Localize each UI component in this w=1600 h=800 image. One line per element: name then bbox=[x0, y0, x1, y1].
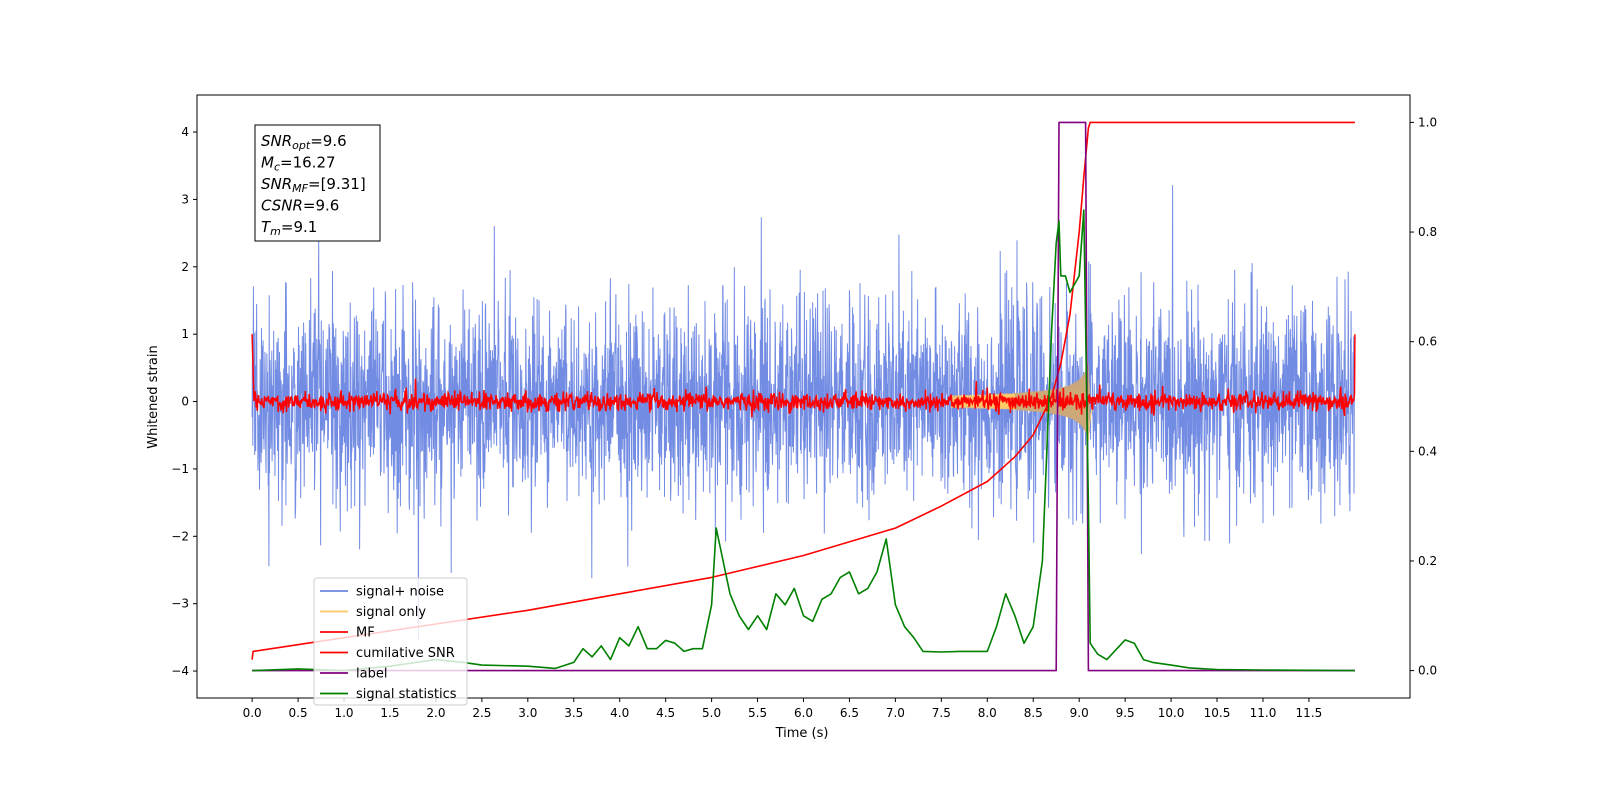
y-tick-label: 4 bbox=[181, 125, 189, 139]
x-tick-label: 6.5 bbox=[840, 706, 859, 720]
annotation-line: Mc=16.27 bbox=[261, 154, 336, 174]
annotation-box: SNRopt=9.6Mc=16.27SNRMF=[9.31]CSNR=9.6Tm… bbox=[254, 124, 381, 242]
annotation-subscript: c bbox=[274, 161, 280, 174]
y-tick-label: 2 bbox=[181, 260, 189, 274]
annotation-value: =9.1 bbox=[281, 218, 317, 236]
legend-label: signal only bbox=[356, 605, 426, 620]
x-tick-label: 10.0 bbox=[1158, 706, 1185, 720]
y2-tick-label: 1.0 bbox=[1418, 115, 1437, 129]
x-tick-label: 8.5 bbox=[1024, 706, 1043, 720]
annotation-line: Tm=9.1 bbox=[261, 218, 317, 238]
x-tick-label: 0.5 bbox=[289, 706, 308, 720]
y-tick-label: −3 bbox=[171, 597, 189, 611]
annotation-line: SNRMF=[9.31] bbox=[261, 175, 366, 195]
y2-tick-label: 0.8 bbox=[1418, 225, 1437, 239]
series-mf bbox=[251, 334, 1356, 418]
x-tick-label: 11.5 bbox=[1296, 706, 1323, 720]
x-tick-label: 2.0 bbox=[426, 706, 445, 720]
series-signal-noise bbox=[251, 185, 1356, 640]
x-tick-label: 5.5 bbox=[748, 706, 767, 720]
y-tick-label: −1 bbox=[171, 462, 189, 476]
annotation-subscript: opt bbox=[292, 139, 311, 152]
x-tick-label: 9.0 bbox=[1070, 706, 1089, 720]
annotation-frame bbox=[254, 124, 381, 242]
y2-tick-label: 0.4 bbox=[1418, 444, 1437, 458]
annotation-value: =9.6 bbox=[303, 197, 339, 215]
annotation-subscript: m bbox=[270, 225, 281, 238]
annotation-symbol: SNR bbox=[261, 175, 292, 193]
x-tick-label: 6.0 bbox=[794, 706, 813, 720]
x-tick-label: 2.5 bbox=[472, 706, 491, 720]
y2-tick-label: 0.0 bbox=[1418, 664, 1437, 678]
legend-frame bbox=[313, 577, 468, 706]
x-tick-label: 4.5 bbox=[656, 706, 675, 720]
y-axis-label: Whitened strain bbox=[146, 345, 161, 448]
y-tick-label: 1 bbox=[181, 327, 189, 341]
x-tick-label: 7.5 bbox=[932, 706, 951, 720]
y2-tick-label: 0.2 bbox=[1418, 554, 1437, 568]
x-tick-label: 7.0 bbox=[886, 706, 905, 720]
series-signal-statistics bbox=[252, 209, 1355, 672]
annotation-symbol: CSNR bbox=[261, 197, 303, 215]
annotation-line: SNRopt=9.6 bbox=[261, 132, 347, 152]
legend-label: cumilative SNR bbox=[356, 646, 455, 661]
legend-label: signal statistics bbox=[356, 687, 457, 702]
x-tick-label: 11.0 bbox=[1250, 706, 1277, 720]
annotation-value: =[9.31] bbox=[308, 175, 366, 193]
y2-tick-label: 0.6 bbox=[1418, 335, 1437, 349]
annotation-symbol: T bbox=[261, 218, 272, 236]
x-tick-label: 0.0 bbox=[243, 706, 262, 720]
y-tick-label: 3 bbox=[181, 192, 189, 206]
x-tick-label: 8.0 bbox=[978, 706, 997, 720]
x-tick-label: 1.5 bbox=[380, 706, 399, 720]
legend-label: signal+ noise bbox=[356, 585, 444, 600]
annotation-value: =9.6 bbox=[310, 132, 346, 150]
annotation-line: CSNR=9.6 bbox=[261, 197, 339, 215]
annotation-symbol: M bbox=[261, 154, 274, 172]
legend-label: label bbox=[356, 667, 387, 682]
x-tick-label: 3.5 bbox=[564, 706, 583, 720]
x-axis-label: Time (s) bbox=[775, 726, 829, 741]
x-tick-label: 4.0 bbox=[610, 706, 629, 720]
series-label bbox=[252, 121, 1355, 672]
x-tick-label: 5.0 bbox=[702, 706, 721, 720]
annotation-value: =16.27 bbox=[280, 154, 336, 172]
legend: signal+ noise signal only MF cumilative SNR… bbox=[313, 577, 468, 706]
y-tick-label: −4 bbox=[171, 664, 189, 678]
x-tick-label: 9.5 bbox=[1116, 706, 1135, 720]
annotation-symbol: SNR bbox=[261, 132, 292, 150]
y-tick-label: −2 bbox=[171, 529, 189, 543]
x-tick-label: 10.5 bbox=[1204, 706, 1231, 720]
annotation-subscript: MF bbox=[292, 182, 308, 195]
x-tick-label: 3.0 bbox=[518, 706, 537, 720]
y-tick-label: 0 bbox=[181, 395, 189, 409]
legend-label: MF bbox=[356, 626, 375, 641]
x-tick-label: 1.0 bbox=[334, 706, 353, 720]
